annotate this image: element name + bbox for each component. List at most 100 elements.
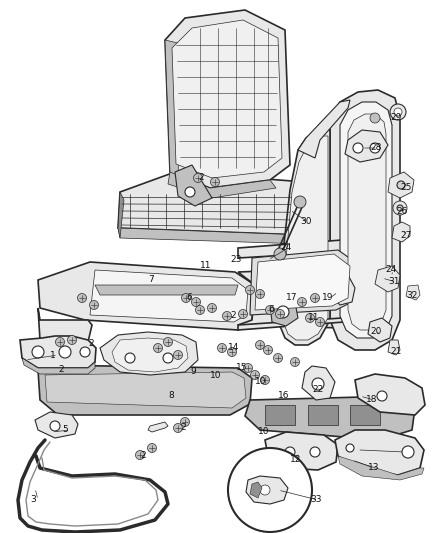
- Circle shape: [312, 378, 324, 390]
- Circle shape: [305, 313, 314, 322]
- Polygon shape: [38, 262, 255, 330]
- Circle shape: [397, 181, 405, 189]
- Text: 20: 20: [370, 327, 381, 336]
- Polygon shape: [375, 266, 400, 292]
- Text: 2: 2: [88, 338, 94, 348]
- Text: 30: 30: [300, 217, 311, 227]
- Polygon shape: [280, 280, 340, 298]
- Text: 6: 6: [268, 305, 274, 314]
- Circle shape: [255, 289, 265, 298]
- Polygon shape: [265, 405, 295, 425]
- Text: 22: 22: [312, 385, 323, 394]
- Text: 32: 32: [406, 292, 417, 301]
- Circle shape: [180, 417, 190, 426]
- Polygon shape: [168, 378, 196, 400]
- Text: 8: 8: [168, 391, 174, 400]
- Text: 31: 31: [388, 278, 399, 287]
- Circle shape: [135, 450, 145, 459]
- Polygon shape: [350, 405, 380, 425]
- Polygon shape: [95, 378, 122, 400]
- Polygon shape: [175, 165, 212, 206]
- Polygon shape: [95, 285, 238, 295]
- Text: 10: 10: [210, 370, 222, 379]
- Circle shape: [390, 104, 406, 120]
- Polygon shape: [22, 358, 95, 374]
- Circle shape: [195, 305, 205, 314]
- Polygon shape: [302, 366, 335, 400]
- Text: 28: 28: [370, 143, 381, 152]
- Polygon shape: [20, 336, 96, 368]
- Text: 6: 6: [186, 294, 192, 303]
- Polygon shape: [335, 430, 424, 475]
- Circle shape: [297, 297, 307, 306]
- Polygon shape: [165, 40, 182, 178]
- Text: 15: 15: [236, 364, 247, 373]
- Polygon shape: [255, 254, 350, 310]
- Polygon shape: [406, 285, 420, 300]
- Circle shape: [148, 443, 156, 453]
- Text: 24: 24: [385, 265, 396, 274]
- Circle shape: [59, 346, 71, 358]
- Circle shape: [56, 337, 64, 346]
- Polygon shape: [38, 365, 252, 415]
- Polygon shape: [298, 100, 350, 158]
- Circle shape: [211, 177, 219, 187]
- Circle shape: [78, 294, 86, 303]
- Circle shape: [261, 376, 269, 384]
- Circle shape: [294, 196, 306, 208]
- Circle shape: [285, 447, 295, 457]
- Circle shape: [264, 345, 272, 354]
- Circle shape: [239, 310, 247, 319]
- Circle shape: [377, 391, 387, 401]
- Text: 1: 1: [50, 351, 56, 359]
- Circle shape: [173, 424, 183, 432]
- Circle shape: [244, 364, 252, 373]
- Circle shape: [228, 448, 312, 532]
- Polygon shape: [90, 270, 248, 322]
- Circle shape: [194, 174, 202, 182]
- Polygon shape: [246, 476, 288, 504]
- Polygon shape: [348, 114, 386, 330]
- Circle shape: [153, 343, 162, 352]
- Text: 7: 7: [148, 276, 154, 285]
- Text: 2: 2: [140, 450, 145, 459]
- Text: 10: 10: [258, 427, 269, 437]
- Circle shape: [311, 294, 319, 303]
- Polygon shape: [392, 222, 410, 242]
- Circle shape: [191, 297, 201, 306]
- Circle shape: [370, 113, 380, 123]
- Circle shape: [181, 294, 191, 303]
- Polygon shape: [330, 90, 400, 350]
- Polygon shape: [165, 10, 290, 188]
- Circle shape: [402, 446, 414, 458]
- Polygon shape: [280, 130, 330, 345]
- Circle shape: [397, 205, 403, 211]
- Polygon shape: [238, 240, 370, 330]
- Circle shape: [393, 201, 407, 215]
- Polygon shape: [338, 456, 424, 480]
- Polygon shape: [265, 432, 338, 470]
- Text: 29: 29: [390, 114, 401, 123]
- Polygon shape: [118, 172, 320, 235]
- Text: 9: 9: [190, 367, 196, 376]
- Polygon shape: [118, 192, 124, 238]
- Circle shape: [185, 187, 195, 197]
- Circle shape: [276, 310, 285, 319]
- Polygon shape: [284, 136, 328, 340]
- Circle shape: [315, 318, 325, 327]
- Circle shape: [310, 447, 320, 457]
- Circle shape: [290, 358, 300, 367]
- Polygon shape: [205, 378, 232, 400]
- Circle shape: [274, 248, 286, 260]
- Circle shape: [223, 311, 232, 320]
- Text: 11: 11: [308, 313, 319, 322]
- Text: 2: 2: [230, 311, 236, 319]
- Polygon shape: [250, 482, 262, 498]
- Circle shape: [255, 341, 265, 350]
- Polygon shape: [308, 405, 338, 425]
- Text: 26: 26: [396, 207, 407, 216]
- Polygon shape: [270, 298, 298, 326]
- Text: 12: 12: [290, 456, 301, 464]
- Polygon shape: [118, 228, 305, 244]
- Polygon shape: [132, 378, 160, 400]
